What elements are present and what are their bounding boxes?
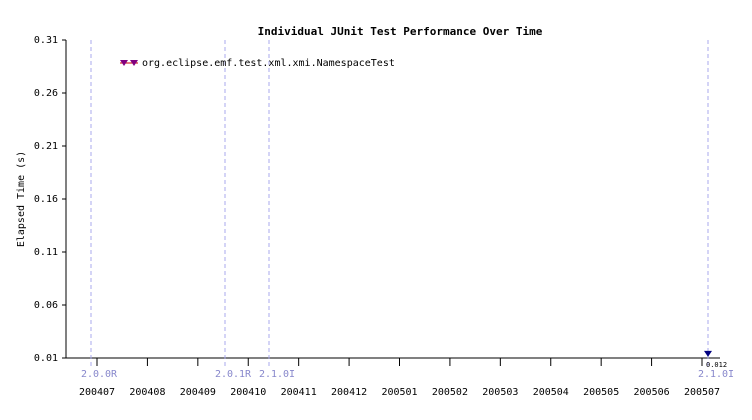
release-label: 2.1.0I bbox=[698, 369, 734, 380]
x-tick-label: 200504 bbox=[533, 387, 569, 398]
x-tick-label: 200410 bbox=[230, 387, 266, 398]
y-tick-label: 0.31 bbox=[34, 35, 58, 46]
x-tick-label: 200506 bbox=[634, 387, 670, 398]
release-label: 2.1.0I bbox=[259, 369, 295, 380]
y-tick-label: 0.16 bbox=[34, 194, 58, 205]
legend-label: org.eclipse.emf.test.xml.xmi.NamespaceTe… bbox=[142, 58, 395, 69]
x-tick-label: 200507 bbox=[684, 387, 720, 398]
x-tick-label: 200502 bbox=[432, 387, 468, 398]
x-tick-label: 200408 bbox=[129, 387, 165, 398]
data-point bbox=[704, 350, 712, 357]
x-tick-label: 200503 bbox=[482, 387, 518, 398]
x-tick-label: 200411 bbox=[281, 387, 317, 398]
y-tick-label: 0.26 bbox=[34, 88, 58, 99]
x-tick-label: 200505 bbox=[583, 387, 619, 398]
data-label: 0.012 bbox=[706, 361, 727, 369]
chart-title: Individual JUnit Test Performance Over T… bbox=[258, 25, 543, 38]
y-tick-label: 0.21 bbox=[34, 141, 58, 152]
y-tick-label: 0.11 bbox=[34, 247, 58, 258]
legend-marker bbox=[120, 60, 128, 66]
y-tick-label: 0.01 bbox=[34, 353, 58, 364]
x-tick-label: 200409 bbox=[180, 387, 216, 398]
x-tick-label: 200501 bbox=[381, 387, 417, 398]
release-label: 2.0.1R bbox=[215, 369, 252, 380]
y-axis-label: Elapsed Time (s) bbox=[16, 151, 27, 247]
legend-marker bbox=[130, 60, 138, 66]
x-tick-label: 200407 bbox=[79, 387, 115, 398]
y-tick-label: 0.06 bbox=[34, 300, 58, 311]
x-tick-label: 200412 bbox=[331, 387, 367, 398]
release-label: 2.0.0R bbox=[81, 369, 118, 380]
